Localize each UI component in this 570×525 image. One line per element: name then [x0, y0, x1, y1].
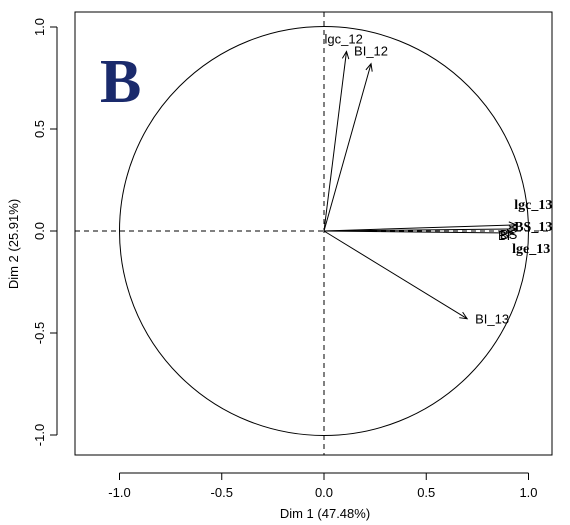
vector-label-lge_13: lge_13 [512, 242, 550, 257]
x-tick-label: 1.0 [519, 485, 537, 500]
axes-layer: -1.0 -0.5 0.0 0.5 1.0 -1.0 -0.5 0.0 0.5 1.0 [32, 18, 538, 500]
x-axis-label: Dim 1 (47.48%) [280, 506, 370, 521]
panel-letter: B [100, 48, 141, 116]
plot-frame-layer [74, 11, 553, 456]
arrowhead-BS_13 [508, 225, 518, 233]
x-tick-label: -1.0 [108, 485, 130, 500]
arrowhead-BI_13 [459, 311, 469, 320]
vector-label-lgc_12: lgc_12 [324, 31, 362, 46]
arrowhead-lge_13 [506, 229, 516, 237]
y-tick-label: -1.0 [32, 424, 47, 446]
y-tick-label: 1.0 [32, 18, 47, 36]
x-tick-label: 0.5 [417, 485, 435, 500]
vector-lgc_12 [323, 51, 347, 232]
y-tick-label: 0.0 [32, 222, 47, 240]
vector-lge_13 [323, 230, 515, 234]
plot-frame [74, 11, 553, 456]
vector-lgc_13 [323, 224, 517, 232]
vector-label-lgc_13: lgc_13 [514, 198, 552, 213]
vector-BI_12 [323, 63, 372, 232]
vector-label-BI_12: BI_12 [354, 44, 388, 59]
vector-BS_13 [323, 228, 517, 232]
y-tick-label: 0.5 [32, 120, 47, 138]
overlap-label-fragment: BS [500, 227, 518, 242]
y-axis-label: Dim 2 (25.91%) [6, 199, 21, 289]
variable-vectors-layer [323, 50, 518, 320]
arrowhead-lgc_12 [341, 50, 350, 60]
x-tick-label: -0.5 [211, 485, 233, 500]
reference-lines-layer [75, 12, 552, 455]
x-tick-label: 0.0 [315, 485, 333, 500]
vector-label-BI_13: BI_13 [475, 312, 509, 327]
vector-BI_13 [323, 230, 468, 320]
arrowhead-BI_12 [365, 62, 373, 72]
vector-label-BS_13: BS_13 [514, 220, 552, 235]
overlap-label-fragment: BI [498, 228, 510, 243]
y-tick-label: -0.5 [32, 322, 47, 344]
